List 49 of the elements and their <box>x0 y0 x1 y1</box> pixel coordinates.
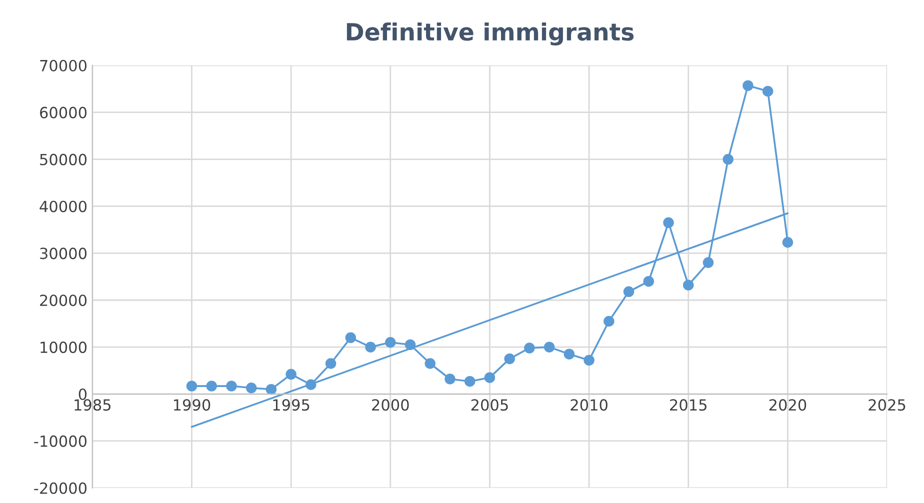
point <box>226 380 237 392</box>
point <box>266 384 277 395</box>
y-tick-label: 0 <box>78 388 87 400</box>
point <box>206 380 217 392</box>
y-tick-label: 40000 <box>40 200 87 212</box>
y-tick-label: -10000 <box>34 435 87 447</box>
y-tick-label: 30000 <box>40 248 87 260</box>
x-tick-label: 2025 <box>868 399 906 411</box>
point <box>623 286 634 298</box>
point <box>365 342 376 352</box>
point <box>484 372 496 383</box>
point <box>584 354 594 366</box>
point <box>702 257 714 268</box>
y-tick-label: 70000 <box>40 60 87 72</box>
x-tick-label: 2000 <box>372 399 409 411</box>
x-tick-label: 1985 <box>74 399 111 411</box>
point <box>524 342 535 354</box>
point <box>186 380 198 392</box>
point <box>722 154 734 165</box>
x-tick-label: 2015 <box>670 399 706 411</box>
point <box>742 80 754 91</box>
y-tick-label: -20000 <box>34 482 87 494</box>
x-tick-label: 2005 <box>471 399 508 411</box>
point <box>464 376 476 387</box>
point <box>345 332 356 344</box>
x-tick-label: 2020 <box>769 399 806 411</box>
point <box>663 217 674 228</box>
point <box>246 382 257 394</box>
point <box>564 348 575 360</box>
x-tick-label: 1990 <box>174 399 210 411</box>
point <box>385 336 396 348</box>
point <box>643 276 654 287</box>
chart-title: Definitive immigrants <box>346 22 634 46</box>
point <box>325 358 336 369</box>
point <box>444 374 456 384</box>
y-tick-label: 50000 <box>40 154 87 166</box>
point <box>762 86 774 97</box>
point <box>683 280 694 290</box>
point <box>424 358 436 369</box>
x-tick-label: 1995 <box>273 399 310 411</box>
point <box>544 342 555 352</box>
point <box>782 237 794 248</box>
y-tick-label: 20000 <box>40 294 87 306</box>
y-tick-label: 60000 <box>40 106 87 118</box>
x-tick-label: 2010 <box>570 399 608 411</box>
y-tick-label: 10000 <box>40 342 87 354</box>
point <box>604 316 614 327</box>
point <box>286 368 296 380</box>
point <box>504 353 515 364</box>
